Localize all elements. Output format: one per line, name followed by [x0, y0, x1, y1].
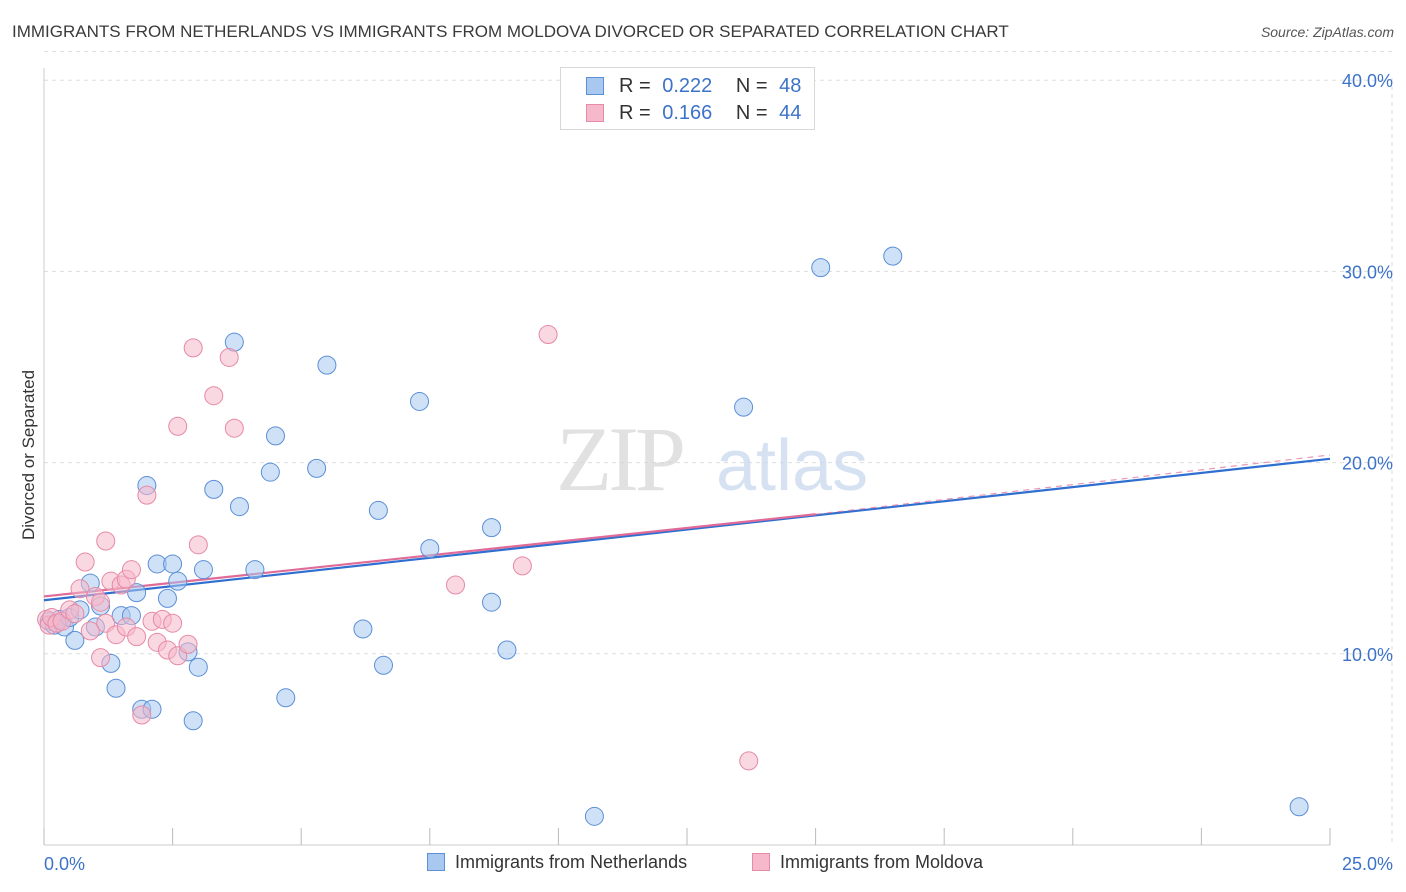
y-tick-label: 20.0%	[1342, 454, 1393, 474]
netherlands-point	[420, 539, 440, 559]
moldova-point	[512, 556, 532, 576]
legend-label: Immigrants from Moldova	[780, 852, 984, 872]
r-value: 0.166	[662, 102, 713, 124]
netherlands-swatch-icon	[586, 77, 604, 95]
netherlands-point	[168, 571, 188, 591]
n-value: 44	[779, 102, 802, 124]
moldova-point	[168, 416, 188, 436]
stats-row-moldova: R = 0.166 N = 44	[586, 102, 802, 124]
stats-legend: R = 0.222 N = 48 R = 0.166 N = 44	[560, 67, 815, 130]
moldova-trend-extension	[815, 454, 1331, 515]
netherlands-point	[410, 391, 430, 411]
netherlands-point	[276, 688, 296, 708]
netherlands-point	[229, 497, 249, 517]
netherlands-point	[353, 619, 373, 639]
moldova-point	[188, 535, 208, 555]
netherlands-point	[245, 560, 265, 580]
moldova-swatch-icon	[752, 853, 770, 871]
netherlands-point	[163, 554, 183, 574]
moldova-point	[183, 338, 203, 358]
netherlands-point	[368, 500, 388, 520]
moldova-point	[96, 531, 116, 551]
moldova-point	[204, 386, 224, 406]
moldova-point	[91, 592, 111, 612]
netherlands-point	[883, 246, 903, 266]
netherlands-point	[188, 657, 208, 677]
data-points	[37, 246, 1309, 826]
netherlands-trend-line	[43, 457, 1331, 602]
x-tick-label: 25.0%	[1342, 854, 1393, 874]
moldova-point	[163, 613, 183, 633]
netherlands-point	[106, 678, 126, 698]
netherlands-point	[1289, 797, 1309, 817]
moldova-swatch-icon	[586, 104, 604, 122]
moldova-point	[538, 325, 558, 345]
netherlands-point	[157, 588, 177, 608]
legend-item-netherlands[interactable]: Immigrants from Netherlands	[427, 852, 687, 873]
source-label: Source: ZipAtlas.com	[1260, 24, 1394, 40]
n-label: N =	[735, 102, 768, 124]
netherlands-point	[127, 583, 147, 603]
netherlands-point	[183, 711, 203, 731]
moldova-point	[91, 648, 111, 668]
y-tick-label: 30.0%	[1342, 262, 1393, 282]
moldova-point	[224, 418, 244, 438]
r-label: R =	[619, 75, 651, 97]
stats-row-netherlands: R = 0.222 N = 48	[586, 75, 802, 97]
netherlands-point	[65, 630, 85, 650]
axes	[43, 68, 1331, 846]
watermark-zip: ZIP	[556, 408, 683, 510]
netherlands-point	[204, 479, 224, 499]
legend-label: Immigrants from Netherlands	[455, 852, 688, 872]
watermark-atlas: atlas	[716, 426, 868, 506]
moldova-point	[219, 347, 239, 367]
chart-title: IMMIGRANTS FROM NETHERLANDS VS IMMIGRANT…	[12, 22, 1009, 41]
moldova-point	[127, 627, 147, 647]
netherlands-point	[482, 592, 502, 612]
y-axis-label: Divorced or Separated	[19, 370, 38, 540]
moldova-point	[178, 634, 198, 654]
x-tick-label: 0.0%	[44, 854, 85, 874]
netherlands-point	[317, 355, 337, 375]
moldova-point	[65, 604, 85, 624]
netherlands-point	[307, 458, 327, 478]
netherlands-point	[193, 560, 213, 580]
n-value: 48	[779, 75, 802, 97]
y-tick-label: 10.0%	[1342, 645, 1393, 665]
moldova-point	[446, 575, 466, 595]
netherlands-point	[584, 806, 604, 826]
trend-lines	[43, 454, 1331, 602]
netherlands-point	[482, 518, 502, 538]
n-label: N =	[735, 75, 768, 97]
gridlines	[44, 51, 1393, 845]
netherlands-point	[734, 397, 754, 417]
netherlands-point	[260, 462, 280, 482]
netherlands-point	[497, 640, 517, 660]
moldova-point	[70, 579, 90, 599]
moldova-point	[121, 560, 141, 580]
netherlands-point	[374, 655, 394, 675]
netherlands-point	[265, 426, 285, 446]
netherlands-point	[811, 258, 831, 278]
legend-item-moldova[interactable]: Immigrants from Moldova	[752, 852, 983, 873]
moldova-point	[739, 751, 759, 771]
tick-labels: 10.0% 20.0% 30.0% 40.0% 0.0% 25.0%	[44, 71, 1393, 874]
r-label: R =	[619, 102, 651, 124]
moldova-point	[80, 621, 100, 641]
moldova-point	[137, 485, 157, 505]
moldova-point	[132, 705, 152, 725]
moldova-point	[75, 552, 95, 572]
netherlands-swatch-icon	[427, 853, 445, 871]
r-value: 0.222	[662, 75, 713, 97]
y-tick-label: 40.0%	[1342, 71, 1393, 91]
